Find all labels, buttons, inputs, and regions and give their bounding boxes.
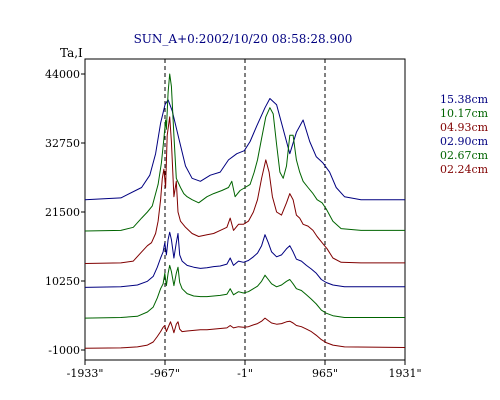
series-line [84, 317, 406, 349]
legend-item: 02.24cm [440, 163, 489, 176]
legend-item: 10.17cm [440, 107, 489, 120]
series-line [84, 231, 405, 288]
legend: 15.38cm10.17cm04.93cm02.90cm02.67cm02.24… [440, 93, 489, 176]
y-tick-label: 10250 [45, 275, 80, 288]
chart-title: SUN_A+0:2002/10/20 08:58:28.900 [134, 32, 353, 46]
y-tick-label: 44000 [45, 68, 80, 81]
y-axis-label: Ta,I [60, 46, 83, 60]
x-tick-label: -1933" [67, 367, 104, 380]
x-tick-label: -1" [237, 367, 253, 380]
y-tick-label: -1000 [48, 344, 80, 357]
x-tick-label: -967" [150, 367, 180, 380]
series-line [84, 264, 405, 319]
legend-item: 02.67cm [440, 149, 489, 162]
x-axis-ticks: -1933" -967" -1" 965" 1931" [67, 360, 422, 380]
series-line [84, 73, 405, 232]
series-line [84, 116, 405, 264]
reference-lines [164, 59, 326, 360]
legend-item: 15.38cm [440, 93, 489, 106]
y-axis-ticks: 44000 32750 21500 10250 -1000 [45, 68, 85, 357]
x-tick-label: 965" [312, 367, 338, 380]
series-line [84, 98, 405, 201]
series-layer [84, 73, 406, 349]
y-tick-label: 21500 [45, 206, 80, 219]
legend-item: 02.90cm [440, 135, 489, 148]
legend-item: 04.93cm [440, 121, 489, 134]
x-tick-label: 1931" [388, 367, 421, 380]
y-tick-label: 32750 [45, 137, 80, 150]
